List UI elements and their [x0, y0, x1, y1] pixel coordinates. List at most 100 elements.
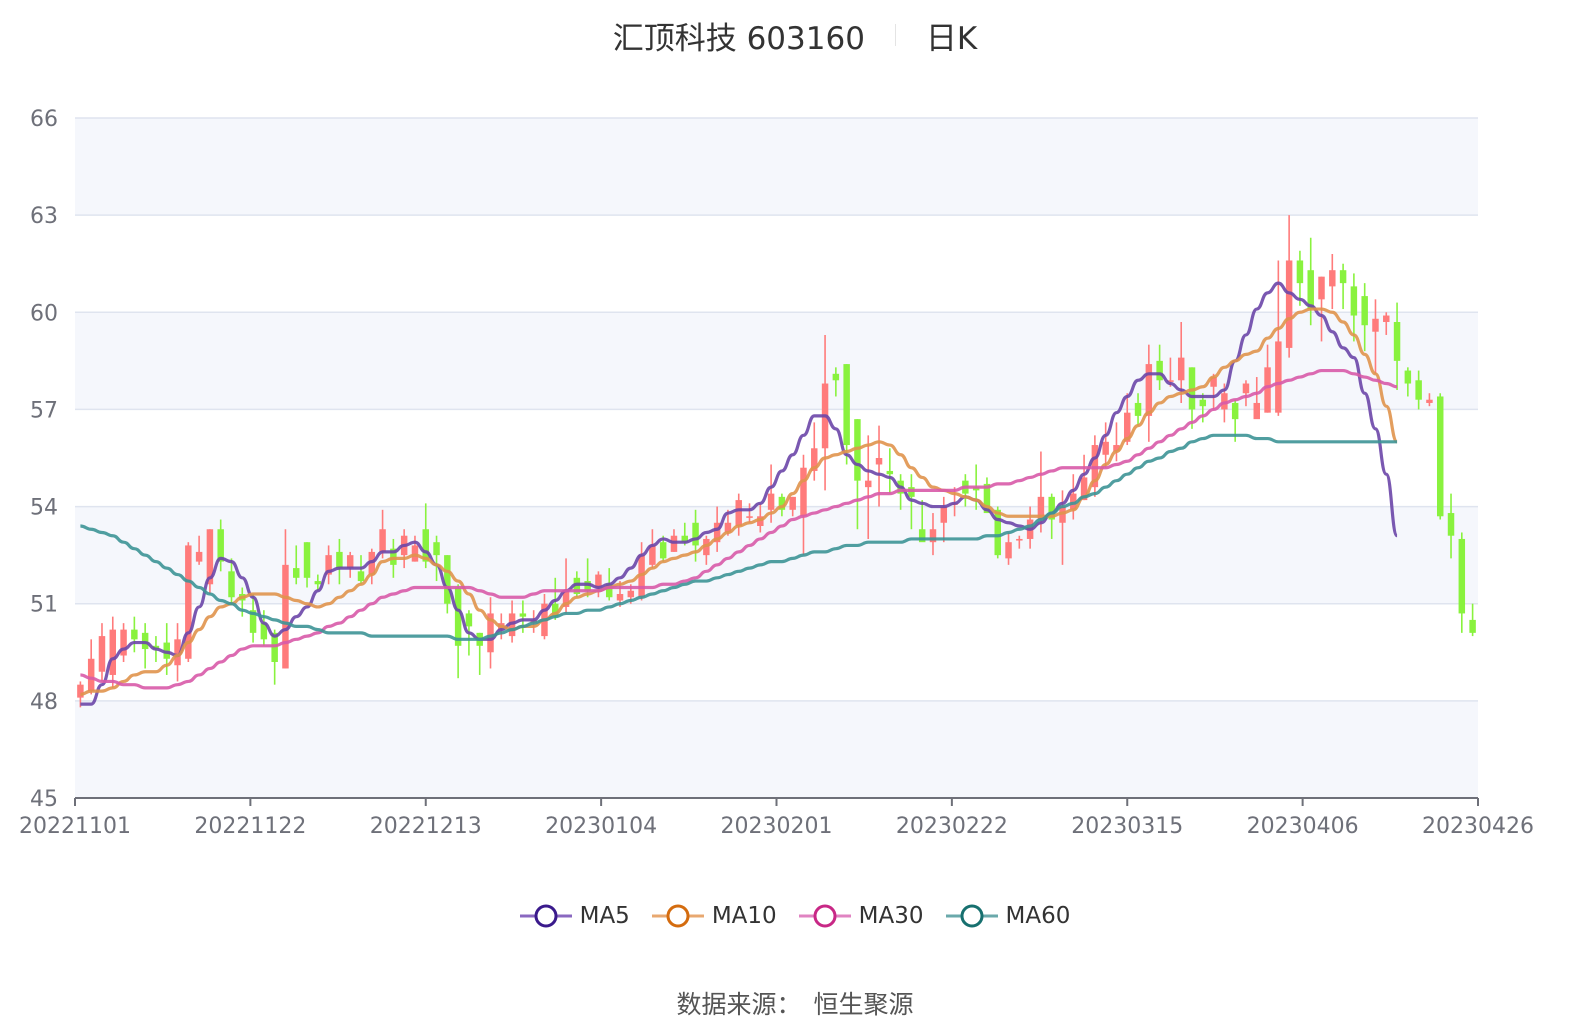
- candle: [141, 632, 149, 650]
- candle: [346, 555, 354, 569]
- candle: [390, 548, 397, 565]
- candle: [1231, 402, 1239, 420]
- candle: [1242, 383, 1250, 394]
- candle: [271, 632, 278, 662]
- candle: [627, 590, 635, 598]
- candle: [1188, 367, 1196, 410]
- candle: [724, 522, 732, 533]
- candle: [152, 645, 160, 650]
- candle: [249, 610, 257, 633]
- candle: [681, 535, 689, 543]
- candle: [206, 529, 214, 585]
- chart-title: 汇顶科技 603160 日K: [0, 10, 1590, 60]
- candle: [336, 551, 343, 569]
- candle: [1134, 402, 1142, 416]
- candle: [357, 571, 365, 582]
- candle: [1167, 380, 1174, 382]
- legend-item-ma60[interactable]: MA60: [945, 903, 1071, 929]
- candle: [1070, 493, 1077, 510]
- candle: [508, 613, 516, 637]
- candle: [1404, 370, 1412, 384]
- candle: [1436, 396, 1444, 517]
- legend-item-ma5[interactable]: MA5: [519, 903, 630, 929]
- candle: [670, 535, 678, 552]
- x-tick-label: 20221213: [370, 814, 482, 839]
- x-tick-label: 20230426: [1422, 814, 1534, 839]
- candle: [1285, 260, 1293, 348]
- source-label: 数据来源：: [676, 990, 802, 1019]
- candle: [1307, 270, 1314, 310]
- candle: [1199, 399, 1207, 407]
- candle: [735, 500, 742, 526]
- moving-average-lines: [80, 281, 1399, 706]
- candle: [1415, 380, 1422, 400]
- legend-item-ma30[interactable]: MA30: [798, 903, 924, 929]
- y-axis-labels: 45 48 51 54 57 60 63 66: [30, 107, 58, 812]
- x-axis: 20221101 20221122 20221213 20230104 20230201…: [19, 797, 1534, 839]
- candle: [595, 574, 602, 588]
- legend-item-ma10[interactable]: MA10: [651, 903, 777, 929]
- candle: [638, 555, 645, 598]
- candle: [120, 629, 127, 656]
- period-label: 日K: [925, 20, 978, 57]
- candle: [1005, 542, 1012, 559]
- grid-bands: [75, 118, 1478, 798]
- candlestick-chart: 45 48 51 54 57 60 63 66 20221101 20221122 2022121…: [19, 107, 1534, 839]
- candle: [1275, 341, 1282, 413]
- candle: [1124, 412, 1131, 442]
- x-tick-label: 20230201: [721, 814, 833, 839]
- candle: [1264, 367, 1271, 413]
- candle: [746, 516, 753, 518]
- x-tick-label: 20221101: [19, 814, 131, 839]
- candle: [659, 542, 667, 559]
- candle: [1037, 496, 1045, 520]
- candle: [444, 555, 451, 604]
- candle: [649, 545, 656, 565]
- stock-title: 汇顶科技 603160: [612, 20, 865, 57]
- ma60-legend-icon: [945, 904, 998, 928]
- candle: [87, 658, 95, 692]
- candle: [854, 419, 861, 481]
- candle: [487, 613, 494, 653]
- candle: [800, 467, 807, 517]
- candle: [929, 529, 937, 543]
- candle: [616, 594, 624, 601]
- source-value: 恒生聚源: [813, 990, 914, 1019]
- legend: MA5 MA10 MA30 MA60: [0, 903, 1590, 929]
- ma10-line: [80, 307, 1399, 696]
- y-tick-label: 57: [30, 398, 58, 423]
- candle: [843, 364, 850, 446]
- y-tick-label: 51: [30, 593, 58, 618]
- title-divider: [894, 24, 896, 46]
- candle: [433, 542, 440, 556]
- data-source: 数据来源： 恒生聚源: [0, 985, 1590, 1021]
- candle: [260, 623, 268, 640]
- candle: [584, 581, 591, 591]
- candle: [1361, 296, 1368, 326]
- candle: [811, 448, 818, 471]
- legend-label: MA60: [1005, 903, 1071, 929]
- candle: [972, 487, 980, 491]
- candle: [1393, 322, 1401, 361]
- candle: [411, 545, 419, 562]
- candle: [1447, 513, 1455, 536]
- candle: [778, 496, 786, 510]
- x-tick-label: 20230222: [896, 814, 1008, 839]
- candle: [1145, 364, 1153, 416]
- candle: [1113, 445, 1120, 452]
- candle: [217, 529, 224, 562]
- candle: [994, 509, 1001, 556]
- candle: [1458, 538, 1466, 614]
- candle: [293, 568, 300, 578]
- candle: [1426, 399, 1433, 403]
- candle: [379, 529, 386, 552]
- candle: [325, 555, 332, 575]
- y-tick-label: 48: [30, 690, 58, 715]
- candle: [519, 613, 527, 617]
- candle: [174, 639, 181, 666]
- x-tick-label: 20230406: [1247, 814, 1359, 839]
- candle: [1469, 619, 1476, 633]
- candle: [77, 684, 84, 698]
- y-tick-label: 60: [30, 301, 58, 326]
- y-tick-label: 66: [30, 107, 58, 132]
